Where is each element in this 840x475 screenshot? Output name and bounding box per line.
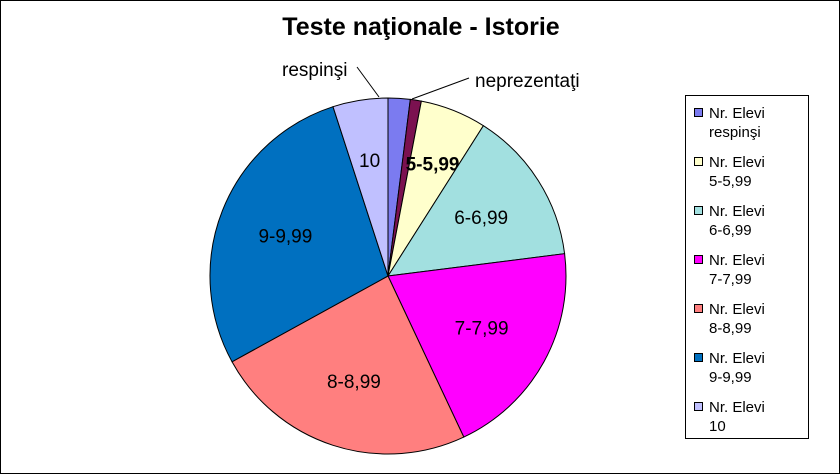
legend-swatch-respinsi bbox=[694, 108, 703, 117]
legend-swatch-10 bbox=[694, 402, 703, 411]
pie-slice-7-7-99 bbox=[387, 253, 567, 438]
legend-item-6-6-99: Nr. Elevi 6-6,99 bbox=[694, 202, 806, 240]
pie-slice-8-8-99 bbox=[231, 275, 465, 455]
slice-label-7-7-99: 7-7,99 bbox=[455, 318, 509, 339]
legend: Nr. Elevi respinşi Nr. Elevi 5-5,99 Nr. … bbox=[685, 95, 809, 439]
legend-swatch-9-9-99 bbox=[694, 353, 703, 362]
slice-label-respin-i: respinşi bbox=[282, 60, 347, 81]
legend-swatch-6-6-99 bbox=[694, 206, 703, 215]
legend-label-line2: 6-6,99 bbox=[709, 222, 752, 239]
legend-item-10: Nr. Elevi 10 bbox=[694, 398, 806, 436]
legend-label-line2: 10 bbox=[709, 418, 726, 435]
legend-item-respinsi: Nr. Elevi respinşi bbox=[694, 104, 806, 142]
legend-label-line1: Nr. Elevi bbox=[709, 154, 765, 171]
slice-label-5-5-99: 5-5,99 bbox=[406, 154, 460, 175]
legend-label-line2: 7-7,99 bbox=[709, 271, 752, 288]
legend-swatch-8-8-99 bbox=[694, 304, 703, 313]
legend-label-line1: Nr. Elevi bbox=[709, 350, 765, 367]
legend-label-line2: 8-8,99 bbox=[709, 320, 752, 337]
pie-slice-6-6-99 bbox=[387, 125, 566, 277]
legend-label-line2: 5-5,99 bbox=[709, 173, 752, 190]
pie-slice-9-9-99 bbox=[209, 106, 389, 363]
slice-label-10: 10 bbox=[359, 151, 380, 172]
chart-title: Teste naţionale - Istorie bbox=[282, 13, 560, 41]
slice-label-6-6-99: 6-6,99 bbox=[454, 208, 508, 229]
legend-label-line1: Nr. Elevi bbox=[709, 399, 765, 416]
legend-item-7-7-99: Nr. Elevi 7-7,99 bbox=[694, 251, 806, 289]
legend-swatch-7-7-99 bbox=[694, 255, 703, 264]
legend-label-line1: Nr. Elevi bbox=[709, 301, 765, 318]
legend-label-line2: 9-9,99 bbox=[709, 369, 752, 386]
slice-label-9-9-99: 9-9,99 bbox=[258, 226, 312, 247]
legend-label-line1: Nr. Elevi bbox=[709, 105, 765, 122]
legend-label-line1: Nr. Elevi bbox=[709, 252, 765, 269]
slice-label-neprezenta-i: neprezentaţi bbox=[475, 71, 580, 92]
leader-line-respin-i bbox=[356, 66, 380, 98]
legend-swatch-5-5-99 bbox=[694, 157, 703, 166]
legend-label-line2: respinşi bbox=[709, 124, 761, 141]
legend-item-9-9-99: Nr. Elevi 9-9,99 bbox=[694, 349, 806, 387]
legend-item-5-5-99: Nr. Elevi 5-5,99 bbox=[694, 153, 806, 191]
legend-item-8-8-99: Nr. Elevi 8-8,99 bbox=[694, 300, 806, 338]
legend-label-line1: Nr. Elevi bbox=[709, 203, 765, 220]
pie-slice-10 bbox=[332, 97, 389, 277]
slice-label-8-8-99: 8-8,99 bbox=[327, 372, 381, 393]
leader-line-neprezenta-i bbox=[411, 77, 470, 100]
